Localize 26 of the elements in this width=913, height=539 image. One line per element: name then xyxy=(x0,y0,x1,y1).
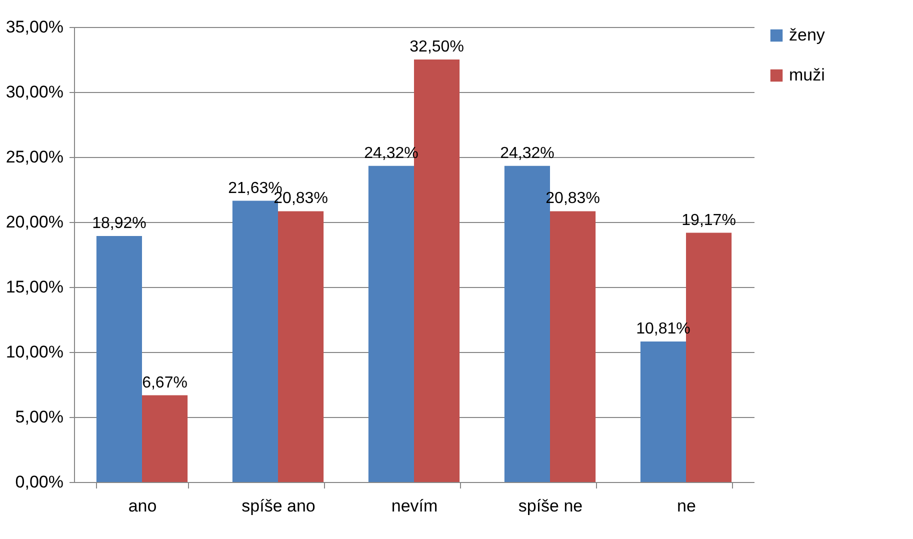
data-label: 18,92% xyxy=(92,215,146,232)
data-label: 19,17% xyxy=(682,212,736,229)
y-tick-label: 15,00% xyxy=(6,278,64,296)
x-tick-label: spíše ne xyxy=(518,496,583,516)
x-tick-label: ano xyxy=(128,496,157,516)
y-tick-label: 5,00% xyxy=(15,408,64,426)
x-tick-label: nevím xyxy=(391,496,438,516)
y-tick-label: 0,00% xyxy=(15,472,64,492)
bar xyxy=(368,166,414,482)
data-label: 6,67% xyxy=(142,374,188,392)
data-label: 32,50% xyxy=(410,38,464,56)
legend-label: ženy xyxy=(789,26,826,44)
y-tick-label: 10,00% xyxy=(6,342,64,362)
bar xyxy=(278,211,324,482)
bar xyxy=(142,395,188,482)
y-tick-label: 25,00% xyxy=(6,148,64,166)
x-tick-label: spíše ano xyxy=(242,496,316,516)
bar xyxy=(96,236,142,482)
x-tick-label: ne xyxy=(677,496,696,516)
data-label: 24,32% xyxy=(500,144,554,162)
legend-label: muži xyxy=(789,66,825,84)
y-tick-label: 35,00% xyxy=(6,18,64,36)
bar xyxy=(640,341,686,482)
y-tick-label: 30,00% xyxy=(6,82,64,102)
y-tick-label: 20,00% xyxy=(6,212,64,232)
bar xyxy=(550,211,596,482)
